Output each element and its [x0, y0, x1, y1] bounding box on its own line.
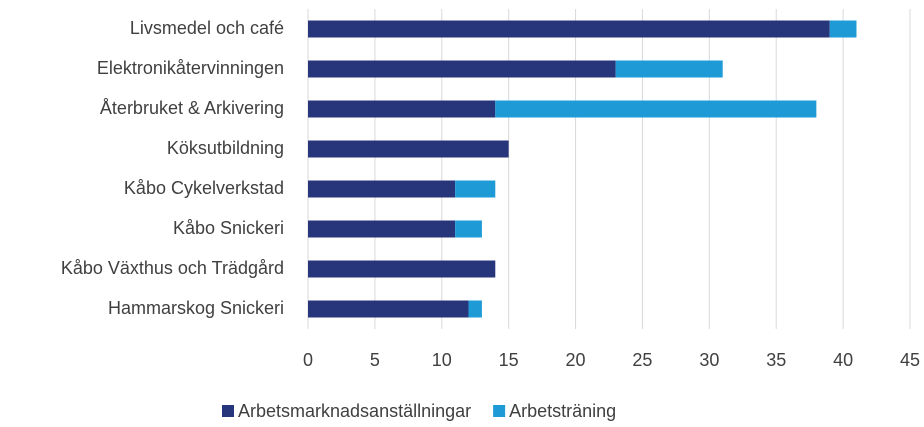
- x-tick-label: 15: [499, 350, 519, 370]
- y-tick-label: Hammarskog Snickeri: [108, 298, 284, 318]
- bar: [308, 260, 496, 278]
- x-tick-label: 5: [370, 350, 380, 370]
- y-tick-label: Återbruket & Arkivering: [100, 98, 284, 118]
- y-tick-label: Elektronikåtervinningen: [97, 58, 284, 78]
- legend-label: Arbetsträning: [509, 401, 616, 421]
- x-tick-label: 45: [900, 350, 920, 370]
- bar: [308, 100, 496, 118]
- bar: [308, 180, 456, 198]
- bar: [829, 20, 857, 38]
- x-tick-label: 25: [632, 350, 652, 370]
- bar: [495, 100, 817, 118]
- bar: [308, 20, 830, 38]
- y-tick-label: Kåbo Cykelverkstad: [124, 178, 284, 198]
- bar: [308, 300, 469, 318]
- x-tick-label: 10: [432, 350, 452, 370]
- bar: [455, 220, 482, 238]
- x-tick-label: 0: [303, 350, 313, 370]
- legend-swatch: [493, 405, 506, 417]
- legend-swatch: [222, 405, 234, 417]
- bar: [615, 60, 723, 78]
- y-tick-label: Livsmedel och café: [130, 18, 284, 38]
- y-tick-label: Kåbo Växthus och Trädgård: [61, 258, 284, 278]
- y-tick-label: Köksutbildning: [167, 138, 284, 158]
- bar: [468, 300, 482, 318]
- x-tick-label: 40: [833, 350, 853, 370]
- bar: [308, 60, 616, 78]
- y-tick-label: Kåbo Snickeri: [173, 218, 284, 238]
- x-tick-label: 20: [566, 350, 586, 370]
- bar: [455, 180, 496, 198]
- x-tick-label: 35: [766, 350, 786, 370]
- x-tick-label: 30: [699, 350, 719, 370]
- bar: [308, 220, 456, 238]
- bar: [308, 140, 509, 158]
- legend-label: Arbetsmarknadsanställningar: [238, 401, 471, 421]
